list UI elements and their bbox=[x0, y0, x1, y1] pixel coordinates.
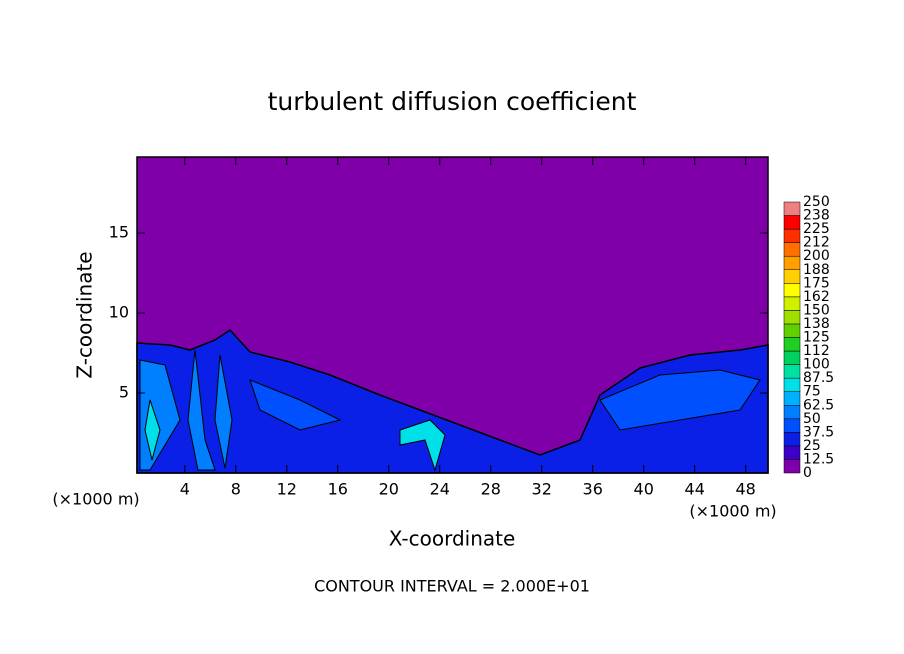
y-tick-label: 5 bbox=[119, 383, 129, 402]
x-tick-label: 4 bbox=[180, 480, 190, 499]
x-unit-label: (×1000 m) bbox=[52, 490, 139, 509]
field-region bbox=[139, 349, 233, 471]
field-region bbox=[136, 329, 769, 474]
x-tick-label: 44 bbox=[685, 480, 705, 499]
x-axis-label: X-coordinate bbox=[389, 527, 516, 551]
x-tick-label: 20 bbox=[379, 480, 399, 499]
colorbar-label: 125 bbox=[803, 330, 830, 346]
field-region bbox=[144, 399, 446, 472]
colorbar-box bbox=[783, 296, 801, 311]
field-region bbox=[249, 369, 761, 431]
x-tick-label: 40 bbox=[634, 480, 654, 499]
colorbar-label: 162 bbox=[803, 289, 830, 305]
colorbar-label: 112 bbox=[803, 343, 830, 359]
colorbar-label: 188 bbox=[803, 262, 830, 278]
colorbar-box bbox=[783, 269, 801, 284]
colorbar-box bbox=[783, 391, 801, 406]
y-tick-label: 10 bbox=[109, 303, 129, 322]
field bbox=[136, 157, 769, 474]
y-tick-label: 15 bbox=[109, 223, 129, 242]
x-tick-label: 36 bbox=[583, 480, 603, 499]
colorbar-box bbox=[783, 337, 801, 352]
colorbar-box bbox=[783, 350, 801, 365]
colorbar-box bbox=[783, 255, 801, 271]
y-axis-label: Z-coordinate bbox=[73, 251, 97, 378]
colorbar-label: 100 bbox=[803, 357, 830, 373]
colorbar-box bbox=[783, 445, 801, 460]
colorbar-label: 238 bbox=[803, 208, 830, 224]
colorbar-box bbox=[783, 377, 801, 392]
x-tick-label: 24 bbox=[430, 480, 450, 499]
colorbar-label: 212 bbox=[803, 235, 830, 251]
colorbar-box bbox=[783, 432, 801, 447]
colorbar-label: 0 bbox=[803, 465, 812, 481]
colorbar-box bbox=[783, 215, 801, 230]
colorbar-label: 250 bbox=[803, 194, 830, 210]
colorbar-label: 87.5 bbox=[803, 370, 834, 386]
colorbar-label: 138 bbox=[803, 316, 830, 332]
plot-frame bbox=[136, 156, 769, 474]
colorbar-box bbox=[783, 242, 801, 257]
x-tick-label: 12 bbox=[277, 480, 297, 499]
colorbar-label: 12.5 bbox=[803, 451, 834, 467]
x-tick-label: 8 bbox=[231, 480, 241, 499]
colorbar-label: 175 bbox=[803, 275, 830, 291]
colorbar-box bbox=[783, 283, 801, 298]
chart-title: turbulent diffusion coefficient bbox=[268, 87, 637, 116]
colorbar-box bbox=[783, 228, 801, 243]
x-tick-label: 16 bbox=[328, 480, 348, 499]
colorbar-label: 25 bbox=[803, 438, 821, 454]
colorbar-box bbox=[783, 418, 801, 433]
x-tick-label: 28 bbox=[481, 480, 501, 499]
colorbar-box bbox=[783, 201, 801, 216]
colorbar-label: 50 bbox=[803, 411, 821, 427]
colorbar-label: 225 bbox=[803, 221, 830, 237]
colorbar-box bbox=[783, 310, 801, 325]
colorbar-label: 200 bbox=[803, 248, 830, 264]
colorbar-box bbox=[783, 459, 801, 474]
x-tick-label: 32 bbox=[532, 480, 552, 499]
x-unit-label: (×1000 m) bbox=[689, 502, 776, 521]
colorbar-box bbox=[783, 323, 801, 338]
colorbar-label: 62.5 bbox=[803, 397, 834, 413]
colorbar-box bbox=[783, 364, 801, 379]
colorbar-label: 150 bbox=[803, 302, 830, 318]
colorbar-label: 75 bbox=[803, 384, 821, 400]
annotation: CONTOUR INTERVAL = 2.000E+01 bbox=[314, 577, 590, 596]
colorbar-label: 37.5 bbox=[803, 424, 834, 440]
colorbar-box bbox=[783, 405, 801, 420]
x-tick-label: 48 bbox=[736, 480, 756, 499]
